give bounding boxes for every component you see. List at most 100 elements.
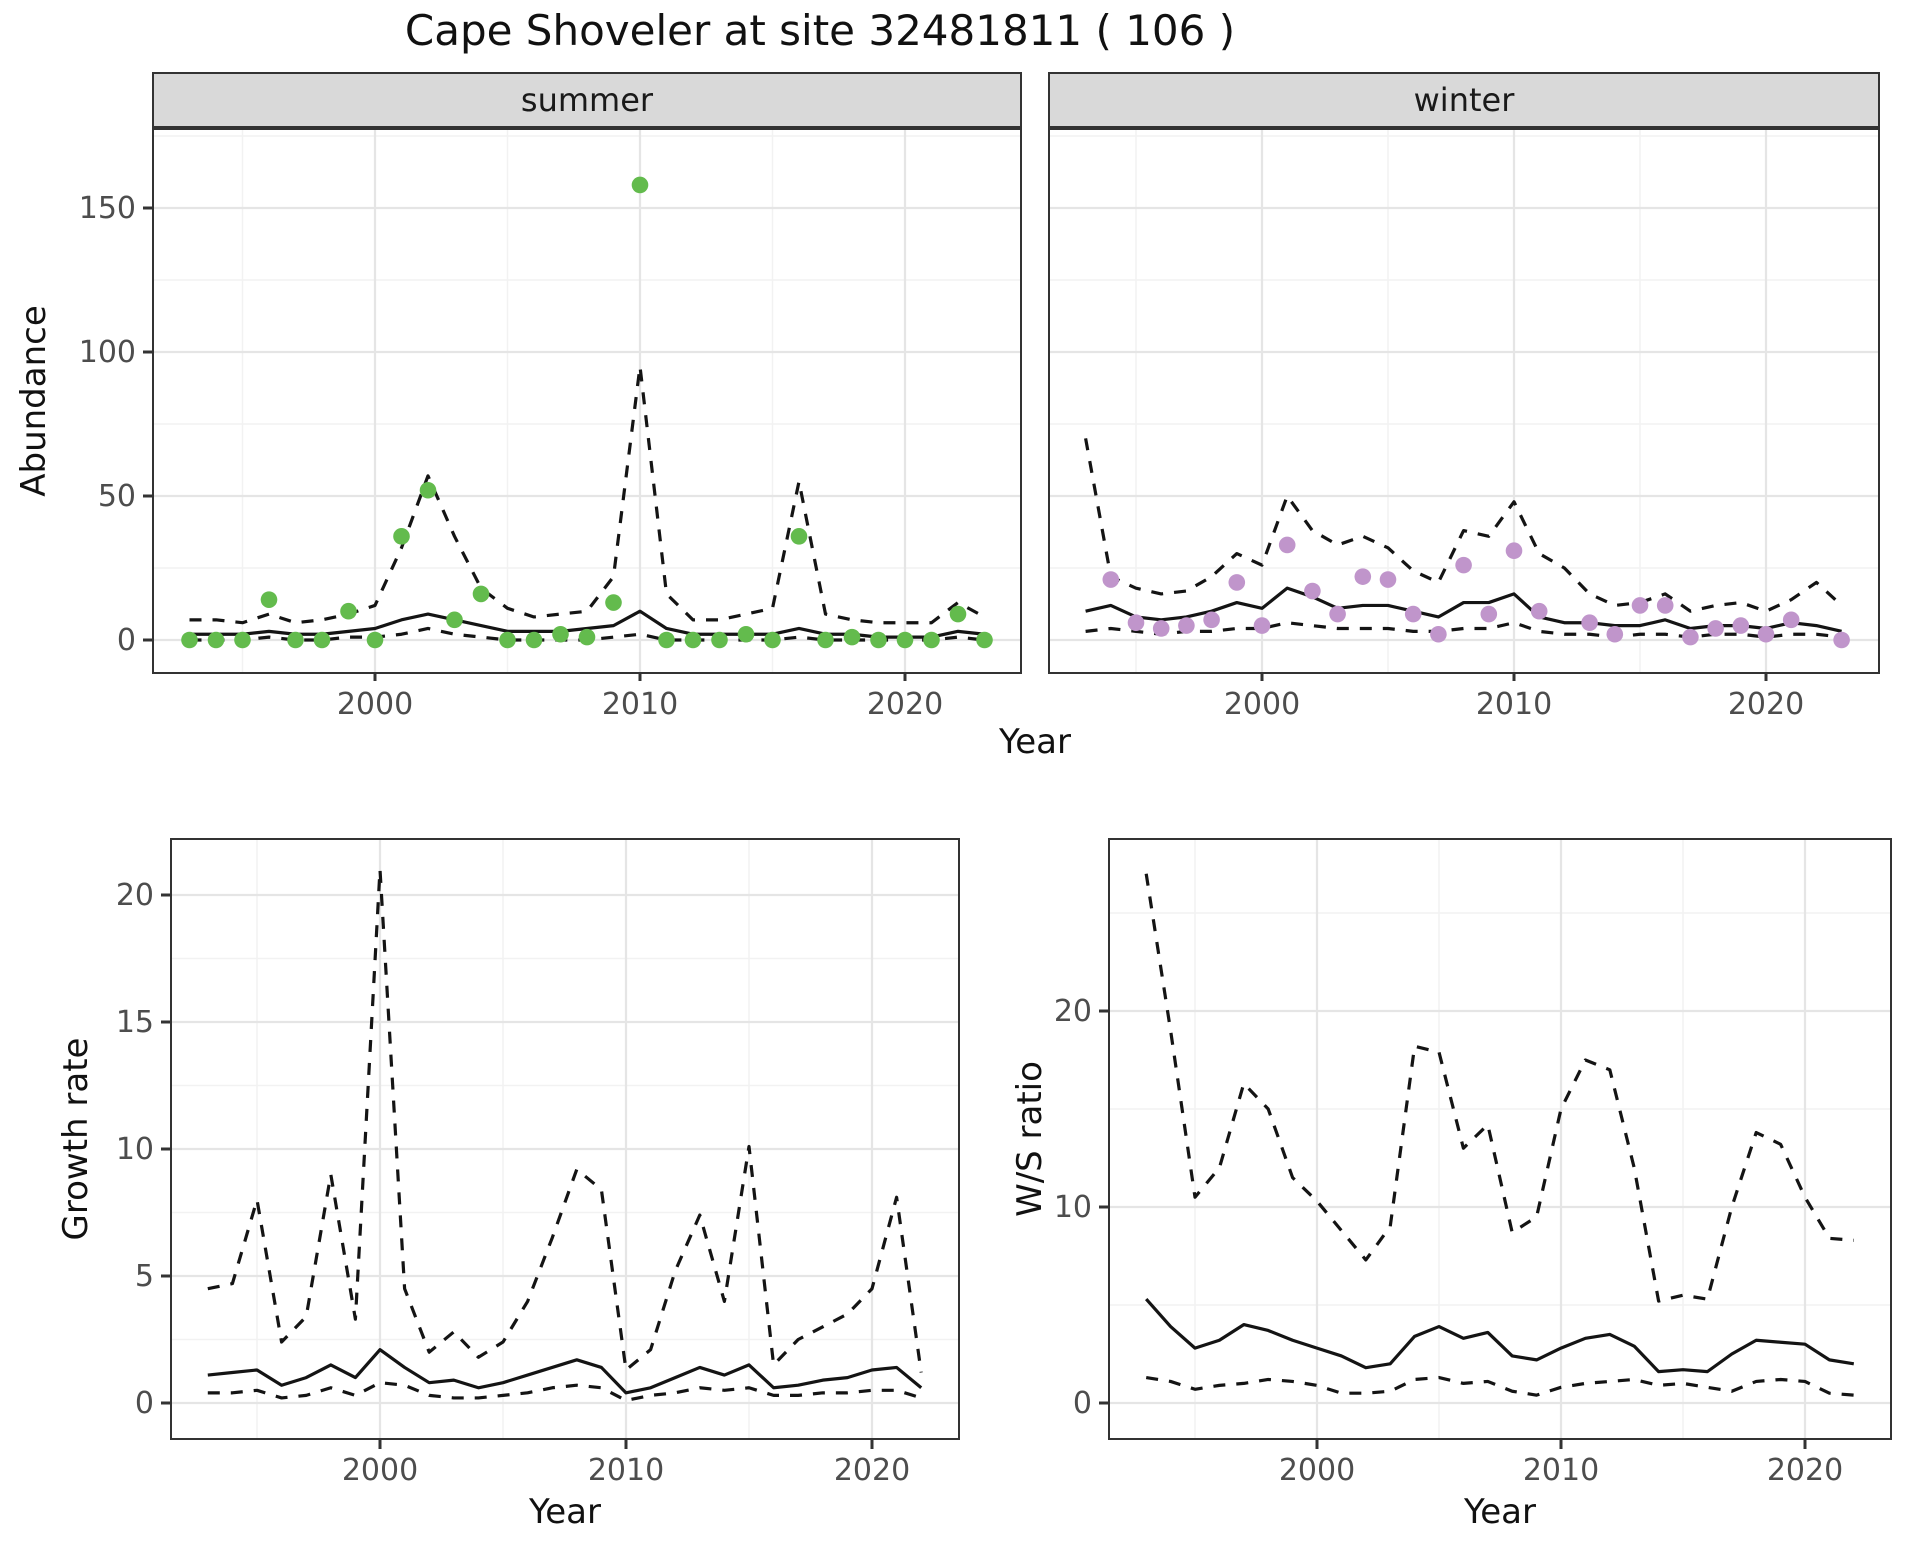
x-tick-label: 2000 xyxy=(1224,687,1300,722)
winter-data-point xyxy=(1631,597,1649,614)
summer-data-point xyxy=(790,528,808,545)
winter-data-point xyxy=(1833,631,1850,649)
x-tick-label: 2000 xyxy=(342,1453,418,1488)
x-axis-title-ws: Year xyxy=(1464,1492,1536,1532)
y-tick-label: 10 xyxy=(116,1132,154,1167)
y-tick-label: 0 xyxy=(1073,1386,1092,1421)
summer-data-point xyxy=(419,481,437,499)
summer-data-point xyxy=(658,631,675,649)
winter-data-point xyxy=(1480,605,1498,623)
summer-data-point xyxy=(631,176,649,194)
winter-data-point xyxy=(1455,556,1472,574)
winter-upper_ci-line xyxy=(1084,438,1843,613)
y-tick-label: 150 xyxy=(79,191,136,226)
summer-data-point xyxy=(896,631,914,649)
facet-strip-summer-label: summer xyxy=(520,81,654,119)
winter-data-point xyxy=(1178,617,1195,634)
summer-data-point xyxy=(976,631,993,649)
winter-data-point xyxy=(1430,625,1447,643)
winter-data-point xyxy=(1404,605,1422,623)
winter-data-point xyxy=(1102,571,1120,588)
facet-strip-winter: winter xyxy=(1048,72,1880,128)
x-tick-label: 2020 xyxy=(1767,1453,1843,1488)
y-tick-label: 20 xyxy=(116,878,154,913)
chart-title: Cape Shoveler at site 32481811 ( 106 ) xyxy=(404,6,1236,55)
facet-strip-summer: summer xyxy=(152,72,1022,128)
winter-lower_ci-line xyxy=(1085,621,1842,639)
summer-data-point xyxy=(552,625,569,643)
summer-data-point xyxy=(207,631,225,649)
growth-rate-lower_ci-line xyxy=(207,1381,922,1403)
facet-strip-winter-label: winter xyxy=(1413,81,1515,119)
x-tick-label: 2020 xyxy=(1728,687,1804,722)
summer-data-point xyxy=(287,631,304,649)
summer-data-point xyxy=(711,631,728,649)
summer-data-point xyxy=(313,631,331,649)
winter-data-point xyxy=(1253,617,1271,634)
w-s-ratio-mean-line xyxy=(1145,1298,1855,1374)
x-tick-label: 2010 xyxy=(1476,687,1552,722)
winter-data-point xyxy=(1782,611,1800,629)
x-tick-label: 2020 xyxy=(834,1453,910,1488)
y-tick-label: 15 xyxy=(116,1005,154,1040)
winter-data-point xyxy=(1656,597,1674,614)
winter-data-point xyxy=(1505,542,1523,560)
w-s-ratio-lower_ci-line xyxy=(1145,1375,1854,1397)
winter-data-point xyxy=(1581,614,1598,632)
winter-data-point xyxy=(1228,574,1246,591)
y-tick-label: 20 xyxy=(1054,994,1092,1029)
x-axis-title-top: Year xyxy=(999,722,1071,762)
winter-data-point xyxy=(1757,625,1775,643)
x-tick-label: 2010 xyxy=(1523,1453,1599,1488)
summer-data-point xyxy=(525,631,543,649)
winter-data-point xyxy=(1127,614,1145,632)
y-tick-label: 10 xyxy=(1054,1190,1092,1225)
winter-data-point xyxy=(1152,620,1170,637)
winter-data-point xyxy=(1278,536,1296,554)
summer-data-point xyxy=(472,585,490,603)
winter-data-point xyxy=(1682,628,1699,646)
x-tick-label: 2000 xyxy=(1279,1453,1355,1488)
summer-data-point xyxy=(340,602,357,620)
x-tick-label: 2000 xyxy=(337,687,413,722)
summer-upper_ci-line xyxy=(189,364,986,625)
winter-data-point xyxy=(1707,620,1724,637)
y-tick-label: 0 xyxy=(135,1386,154,1421)
summer-data-point xyxy=(764,631,781,649)
summer-data-point xyxy=(684,631,702,649)
y-tick-label: 0 xyxy=(117,623,136,658)
summer-data-point xyxy=(366,631,384,649)
winter-data-point xyxy=(1304,582,1321,600)
summer-data-point xyxy=(949,605,967,623)
winter-data-point xyxy=(1379,571,1397,588)
y-tick-label: 50 xyxy=(98,479,136,514)
summer-data-point xyxy=(234,631,251,649)
summer-data-point xyxy=(843,628,861,646)
summer-data-point xyxy=(817,631,834,649)
x-tick-label: 2020 xyxy=(867,687,943,722)
winter-data-point xyxy=(1203,611,1220,629)
x-tick-label: 2010 xyxy=(602,687,678,722)
summer-data-point xyxy=(923,631,940,649)
summer-data-point xyxy=(605,594,622,611)
winter-data-point xyxy=(1530,602,1548,620)
summer-data-point xyxy=(737,625,755,643)
summer-data-point xyxy=(181,631,198,649)
winter-mean-line xyxy=(1085,586,1842,633)
summer-data-point xyxy=(499,631,516,649)
summer-data-point xyxy=(446,611,463,629)
growth-rate-mean-line xyxy=(207,1348,923,1395)
summer-data-point xyxy=(393,528,410,545)
winter-data-point xyxy=(1606,625,1624,643)
winter-data-point xyxy=(1329,605,1346,623)
summer-data-point xyxy=(260,591,278,608)
growth-rate-upper_ci-line xyxy=(207,867,923,1373)
x-axis-title-growth: Year xyxy=(529,1492,601,1532)
winter-data-point xyxy=(1354,568,1372,585)
y-tick-label: 100 xyxy=(79,335,136,370)
y-tick-label: 5 xyxy=(135,1259,154,1294)
summer-data-point xyxy=(870,631,887,649)
winter-data-point xyxy=(1732,617,1750,634)
